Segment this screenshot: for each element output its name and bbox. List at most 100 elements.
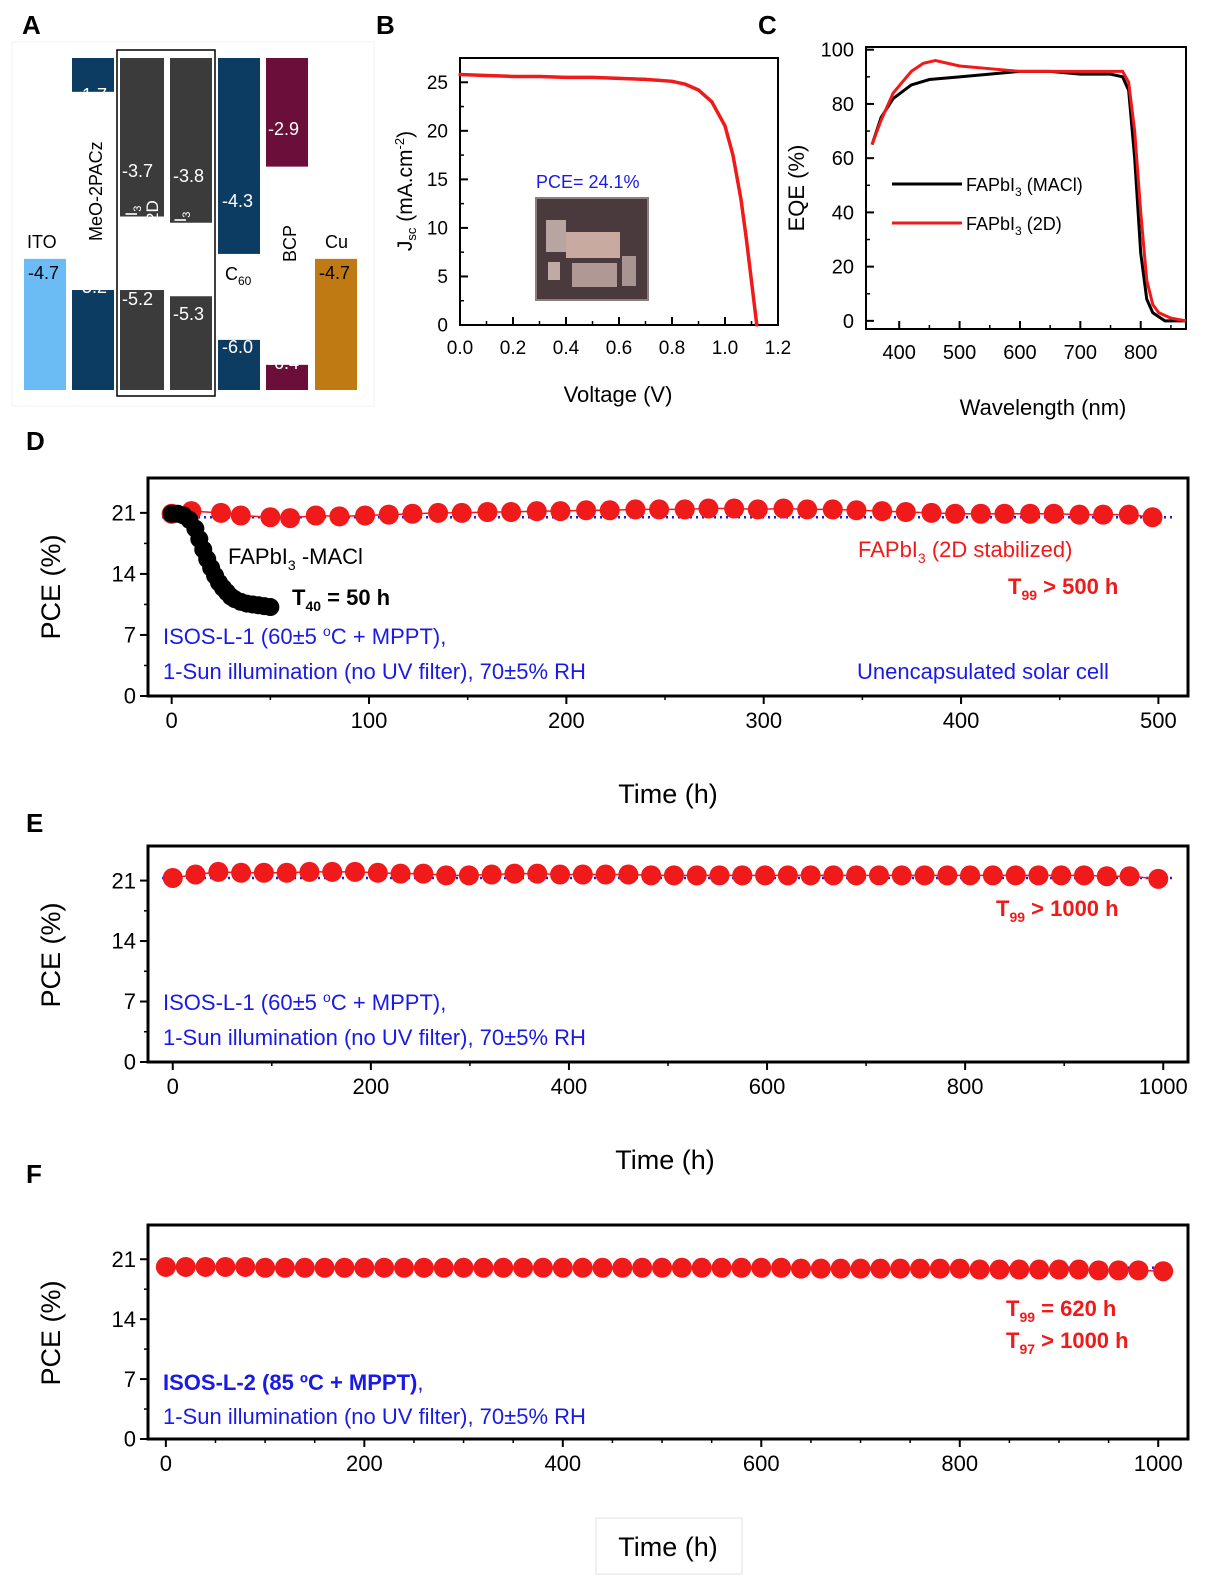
band-lower-4 — [218, 339, 260, 390]
data-point-2d — [1108, 1260, 1129, 1281]
jv-point — [590, 75, 595, 80]
annotation-isos-l2: ISOS-L-2 (85 ºC + MPPT), — [163, 1370, 423, 1395]
data-point-2d — [731, 1257, 752, 1278]
panel-d-xlabel: Time (h) — [618, 779, 718, 809]
panel-e-stability-1000h: 0 200 400 600 800 1000 0 7 14 21 T99 > 1000 h ISO… — [36, 844, 1190, 1175]
band-lower-1 — [72, 290, 114, 390]
data-point-2d — [230, 505, 251, 526]
data-point-2d — [294, 1257, 315, 1278]
panel-letter-a: A — [22, 10, 41, 40]
data-point-2d — [830, 1258, 851, 1279]
data-point-2d — [501, 502, 522, 523]
energy-c60-bottom: -6.0 — [222, 337, 253, 357]
data-point-2d — [527, 863, 548, 884]
band-rects — [24, 58, 357, 390]
annotation-macl: FAPbI3 -MACl — [228, 544, 363, 573]
data-point-2d — [599, 500, 620, 521]
data-point-2d — [709, 865, 730, 886]
data-point-2d — [777, 865, 798, 886]
data-point-2d — [451, 502, 472, 523]
eqe-curve-2d — [870, 59, 1187, 323]
data-point-2d — [253, 862, 274, 883]
x-tick-label: 500 — [1140, 708, 1177, 733]
y-tick-label: 7 — [124, 1367, 136, 1392]
data-point-2d — [822, 499, 843, 520]
device-contact — [546, 220, 566, 252]
data-point-2d — [949, 1258, 970, 1279]
data-point-2d — [255, 1257, 276, 1278]
jv-point — [458, 72, 462, 77]
data-point-2d — [989, 1259, 1010, 1280]
jv-point — [683, 82, 687, 86]
panel-e-xlabel: Time (h) — [615, 1145, 715, 1175]
jv-point — [739, 197, 743, 201]
x-tick-label: 800 — [1124, 342, 1157, 364]
jv-point — [537, 74, 542, 79]
panel-d-ylabel: PCE (%) — [36, 534, 66, 639]
data-point-2d — [846, 500, 867, 521]
energy-meo-top: -1.7 — [76, 85, 107, 105]
data-point-2d — [686, 865, 707, 886]
x-tick-label: 700 — [1064, 342, 1097, 364]
data-point-2d — [402, 503, 423, 524]
data-point-2d — [1093, 504, 1114, 525]
data-point-2d — [800, 865, 821, 886]
data-point-2d — [632, 1257, 653, 1278]
jv-point — [670, 79, 674, 83]
data-point-2d — [334, 1257, 355, 1278]
panel-c-axes-box — [865, 46, 1187, 330]
layer-label-bcp: BCP — [280, 225, 300, 262]
energy-fapbi2d-bottom: -5.2 — [122, 289, 153, 309]
data-point-2d — [305, 505, 326, 526]
panel-f-ylabel: PCE (%) — [36, 1280, 66, 1385]
panel-letter-b: B — [376, 10, 395, 40]
data-point-2d — [1028, 865, 1049, 886]
data-point-2d — [1153, 1261, 1174, 1282]
jv-point — [731, 153, 735, 157]
x-tick-label: 100 — [351, 708, 388, 733]
data-point-2d — [592, 1257, 613, 1278]
data-point-2d — [299, 861, 320, 882]
y-tick-label: 7 — [124, 623, 136, 648]
data-point-2d — [576, 500, 597, 521]
data-point-2d — [921, 502, 942, 523]
data-point-2d — [1128, 1260, 1149, 1281]
data-point-2d — [458, 865, 479, 886]
data-point-2d — [1043, 503, 1064, 524]
layer-label-macl: MACl — [192, 222, 211, 264]
y-tick-label: 5 — [437, 267, 448, 288]
panel-b-xlabel: Voltage (V) — [564, 382, 673, 407]
x-tick-label: 1.0 — [712, 338, 738, 359]
data-point-2d — [572, 1257, 593, 1278]
jv-point — [564, 75, 568, 80]
y-tick-label: 21 — [112, 1247, 136, 1272]
band-lower-3 — [170, 296, 212, 390]
band-upper-4 — [218, 58, 260, 254]
y-tick-label: 7 — [124, 989, 136, 1014]
annotation-isos-l1: ISOS-L-1 (60±5 oC + MPPT), — [163, 989, 446, 1015]
annotation-2d-stabilized: FAPbI3 (2D stabilized) — [858, 537, 1072, 566]
data-point-2d — [895, 502, 916, 523]
data-point-2d — [1069, 504, 1090, 525]
data-point-2d — [1088, 1260, 1109, 1281]
data-point-2d — [314, 1257, 335, 1278]
data-point-2d — [671, 1257, 692, 1278]
panel-letter-c: C — [758, 10, 777, 40]
data-point-2d — [612, 1257, 633, 1278]
data-point-2d — [208, 861, 229, 882]
data-point-2d — [870, 1258, 891, 1279]
y-tick-label: 40 — [832, 202, 854, 224]
jv-curve — [459, 72, 759, 326]
data-point-2d — [322, 861, 343, 882]
annotation-isos-l1: ISOS-L-1 (60±5 oC + MPPT), — [163, 623, 446, 649]
band-lower-2 — [120, 290, 164, 390]
band-upper-1 — [72, 58, 114, 92]
panel-c-curves — [870, 59, 1187, 323]
panel-c-ticks: 400 500 600 700 800 0 20 40 60 80 100 — [821, 40, 1172, 364]
data-point-2d — [394, 1257, 415, 1278]
jv-point — [696, 88, 701, 92]
data-point-2d — [195, 1256, 216, 1277]
